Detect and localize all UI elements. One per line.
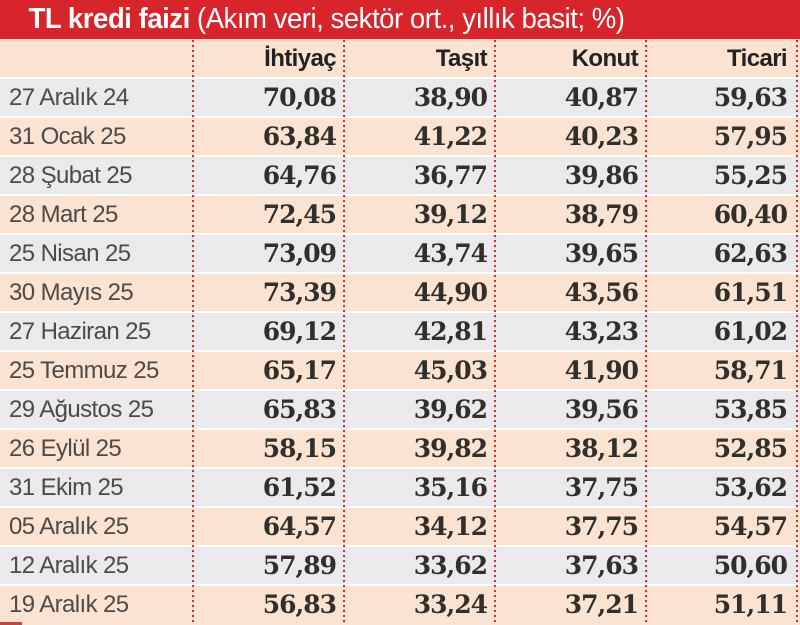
table-body: 27 Aralık 24 70,08 38,90 40,87 59,63 31 Ocak … <box>0 79 800 625</box>
row-value: 37,63 <box>564 551 639 580</box>
row-value: 44,90 <box>413 278 488 307</box>
table-header-row: İhtiyaç Taşıt Konut Ticari <box>0 40 800 79</box>
row-value: 62,63 <box>713 239 788 268</box>
table-row: 25 Nisan 25 73,09 43,74 39,65 62,63 <box>0 235 800 274</box>
row-value: 54,57 <box>713 512 788 541</box>
row-value: 61,51 <box>713 278 788 307</box>
row-value: 38,90 <box>413 83 488 112</box>
row-value: 42,81 <box>413 317 488 346</box>
rates-table: İhtiyaç Taşıt Konut Ticari 27 Aralık 24 7… <box>0 40 800 625</box>
column-header-ihtiyac: İhtiyaç <box>264 44 336 72</box>
row-value: 69,12 <box>262 317 337 346</box>
row-date: 29 Ağustos 25 <box>9 395 154 423</box>
row-value: 35,16 <box>413 473 488 502</box>
bottom-accent-mark <box>0 622 22 625</box>
row-value: 57,89 <box>262 551 337 580</box>
row-date: 30 Mayıs 25 <box>9 278 134 306</box>
row-value: 65,83 <box>262 395 337 424</box>
row-value: 61,02 <box>713 317 788 346</box>
row-value: 65,17 <box>262 356 337 385</box>
table-row: 26 Eylül 25 58,15 39,82 38,12 52,85 <box>0 430 800 469</box>
row-value: 52,85 <box>713 434 788 463</box>
row-value: 39,12 <box>413 200 488 229</box>
table-row: 31 Ekim 25 61,52 35,16 37,75 53,62 <box>0 469 800 508</box>
table-row: 05 Aralık 25 64,57 34,12 37,75 54,57 <box>0 508 800 547</box>
row-value: 53,62 <box>713 473 788 502</box>
row-value: 72,45 <box>262 200 337 229</box>
row-date: 31 Ekim 25 <box>9 473 124 501</box>
row-value: 41,90 <box>564 356 639 385</box>
row-value: 39,82 <box>413 434 488 463</box>
bottom-strip <box>0 623 800 625</box>
row-value: 36,77 <box>413 161 488 190</box>
row-value: 33,62 <box>413 551 488 580</box>
table-row: 12 Aralık 25 57,89 33,62 37,63 50,60 <box>0 547 800 586</box>
row-value: 73,09 <box>262 239 337 268</box>
row-value: 63,84 <box>262 122 337 151</box>
row-value: 40,87 <box>564 83 639 112</box>
title-bar: TL kredi faizi (Akım veri, sektör ort., … <box>0 0 800 39</box>
table-row: 29 Ağustos 25 65,83 39,62 39,56 53,85 <box>0 391 800 430</box>
table-row: 28 Şubat 25 64,76 36,77 39,86 55,25 <box>0 157 800 196</box>
row-value: 57,95 <box>713 122 788 151</box>
table-row: 31 Ocak 25 63,84 41,22 40,23 57,95 <box>0 118 800 157</box>
row-date: 28 Mart 25 <box>9 200 118 228</box>
row-value: 56,83 <box>262 590 337 619</box>
row-date: 19 Aralık 25 <box>9 590 129 618</box>
row-value: 43,56 <box>564 278 639 307</box>
row-date: 25 Nisan 25 <box>9 239 131 267</box>
row-value: 34,12 <box>413 512 488 541</box>
row-value: 59,63 <box>713 83 788 112</box>
title-main: TL kredi faizi <box>28 3 191 35</box>
row-value: 58,15 <box>262 434 337 463</box>
row-value: 37,75 <box>564 512 639 541</box>
row-value: 39,56 <box>564 395 639 424</box>
row-date: 31 Ocak 25 <box>9 122 126 150</box>
row-value: 61,52 <box>262 473 337 502</box>
row-value: 38,12 <box>564 434 639 463</box>
table-row: 27 Aralık 24 70,08 38,90 40,87 59,63 <box>0 79 800 118</box>
row-value: 51,11 <box>713 590 788 619</box>
page-title: TL kredi faizi (Akım veri, sektör ort., … <box>0 0 625 39</box>
row-value: 37,21 <box>564 590 639 619</box>
row-date: 28 Şubat 25 <box>9 161 132 189</box>
row-date: 05 Aralık 25 <box>9 512 129 540</box>
row-value: 37,75 <box>564 473 639 502</box>
column-header-konut: Konut <box>571 44 639 72</box>
row-value: 73,39 <box>262 278 337 307</box>
row-date: 27 Haziran 25 <box>9 317 151 345</box>
row-value: 60,40 <box>713 200 788 229</box>
row-value: 39,65 <box>564 239 639 268</box>
table-row: 27 Haziran 25 69,12 42,81 43,23 61,02 <box>0 313 800 352</box>
row-value: 55,25 <box>713 161 788 190</box>
row-date: 12 Aralık 25 <box>9 551 129 579</box>
row-date: 27 Aralık 24 <box>9 83 129 111</box>
column-header-tasit: Taşıt <box>435 44 488 72</box>
row-value: 45,03 <box>413 356 488 385</box>
row-value: 58,71 <box>713 356 788 385</box>
row-value: 64,57 <box>262 512 337 541</box>
row-value: 39,62 <box>413 395 488 424</box>
row-date: 26 Eylül 25 <box>9 434 122 462</box>
column-header-ticari: Ticari <box>727 44 788 72</box>
title-subtitle: (Akım veri, sektör ort., yıllık basit; %… <box>189 3 625 35</box>
row-value: 53,85 <box>713 395 788 424</box>
row-value: 70,08 <box>262 83 337 112</box>
row-value: 43,74 <box>413 239 488 268</box>
row-value: 40,23 <box>564 122 639 151</box>
row-value: 50,60 <box>713 551 788 580</box>
table-row: 28 Mart 25 72,45 39,12 38,79 60,40 <box>0 196 800 235</box>
table-row: 30 Mayıs 25 73,39 44,90 43,56 61,51 <box>0 274 800 313</box>
row-value: 33,24 <box>413 590 488 619</box>
row-value: 64,76 <box>262 161 337 190</box>
table-row: 19 Aralık 25 56,83 33,24 37,21 51,11 <box>0 586 800 625</box>
row-date: 25 Temmuz 25 <box>9 356 159 384</box>
row-value: 43,23 <box>564 317 639 346</box>
table-row: 25 Temmuz 25 65,17 45,03 41,90 58,71 <box>0 352 800 391</box>
row-value: 38,79 <box>564 200 639 229</box>
row-value: 39,86 <box>564 161 639 190</box>
row-value: 41,22 <box>413 122 488 151</box>
